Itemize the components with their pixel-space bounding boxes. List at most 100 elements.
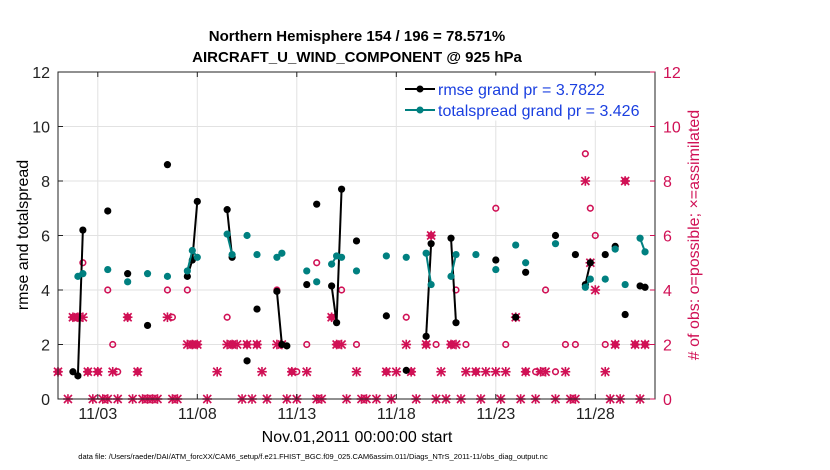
rmse-point [104,207,112,215]
rmse-point [333,319,341,327]
rmse-point [313,200,321,208]
totalspread-point [601,275,609,283]
obs-possible-marker [492,204,500,212]
obs-possible-marker [402,313,410,321]
rmse-line-segment [425,243,433,337]
obs-assimilated-marker [391,366,402,377]
rmse-point [586,259,594,267]
obs-possible-marker [432,340,440,349]
totalspread-point [551,240,560,248]
data-file-footnote: data file: /Users/raeder/DAI/ATM_forcXX/… [78,452,548,461]
rmse-point [183,272,191,280]
obs-possible-marker [561,340,570,349]
obs-possible-marker [462,340,470,349]
rmse-point [551,231,560,240]
x-axis-label: Nov.01,2011 00:00:00 start [262,429,453,446]
obs-possible-marker [79,259,87,267]
obs-assimilated-marker [491,366,501,377]
totalspread-point [79,270,87,278]
obs-assimilated-marker [560,366,571,377]
totalspread-point [163,272,172,280]
legend-totalspread-marker [416,106,424,114]
y-right-tick-label: 12 [663,65,681,82]
rmse-point [69,368,77,376]
y-right-tick-label: 0 [663,392,672,409]
rmse-point [143,321,152,330]
totalspread-line-segment [450,254,457,277]
totalspread-point [313,278,321,286]
y-left-tick-label: 4 [41,283,50,300]
rmse-point [303,280,311,289]
obs-possible-marker [313,259,321,267]
obs-assimilated-marker [640,339,650,350]
y-left-tick-label: 6 [41,229,50,246]
obs-possible-marker [541,286,550,294]
totalspread-point [143,270,152,278]
rmse-point [601,250,609,259]
rmse-point [447,234,455,242]
x-tick-label: 11/08 [178,406,217,423]
obs-assimilated-marker [540,366,551,377]
obs-assimilated-marker [212,366,222,377]
totalspread-point [641,248,649,256]
obs-assimilated-marker [610,339,620,350]
rmse-line-segment [450,238,457,323]
rmse-point [328,282,336,290]
y-left-tick-label: 10 [32,120,50,137]
rmse-point [402,366,410,374]
totalspread-point [581,283,589,291]
totalspread-point [303,267,311,275]
totalspread-point [223,230,231,238]
obs-possible-marker [303,340,311,349]
x-tick-label: 11/23 [476,406,515,423]
obs-possible-marker [581,150,589,158]
obs-possible-marker [591,231,599,240]
rmse-line-segment [330,285,338,323]
chart-subtitle: AIRCRAFT_U_WIND_COMPONENT @ 925 hPa [192,49,522,66]
totalspread-point [382,252,390,260]
totalspread-point [621,280,629,289]
totalspread-point [228,250,236,259]
obs-assimilated-marker [500,366,511,377]
totalspread-point [104,265,112,274]
obs-possible-marker [109,340,117,349]
totalspread-point [273,253,281,261]
obs-assimilated-marker [326,312,337,323]
obs-assimilated-marker [421,339,431,350]
totalspread-point [472,250,480,259]
totalspread-point [278,249,286,257]
obs-assimilated-marker [83,366,93,377]
rmse-point [571,250,580,259]
obs-assimilated-marker [580,176,591,186]
totalspread-point [183,267,191,275]
obs-assimilated-marker [93,366,103,377]
totalspread-point [328,260,336,268]
rmse-point [223,206,231,214]
obs-assimilated-marker [436,366,446,377]
rmse-point [641,283,649,291]
obs-possible-marker [601,340,609,349]
totalspread-point [492,265,500,274]
legend-totalspread-label: totalspread grand pr = 3.426 [438,103,640,120]
y-axis-right-ticks: 0 2 4 6 8 10 12 [650,65,681,409]
y-left-tick-label: 0 [41,392,50,409]
rmse-point [253,305,261,313]
obs-assimilated-marker [481,366,491,377]
obs-assimilated-marker [132,366,143,377]
obs-assimilated-marker [232,339,242,350]
totalspread-point [124,278,132,286]
rmse-point [243,357,251,365]
totalspread-line-segment [425,253,433,285]
chart-title: Northern Hemisphere 154 / 196 = 78.571% [209,28,505,45]
legend-box [399,75,649,121]
y-right-tick-label: 4 [663,283,672,300]
y-right-tick-label: 8 [663,174,672,191]
x-tick-label: 11/28 [576,406,615,423]
totalspread-point [337,253,346,261]
rmse-line-segment [584,262,592,285]
totalspread-point [452,250,460,259]
legend: rmse grand pr = 3.7822 totalspread grand… [399,75,649,121]
totalspread-point [447,272,455,280]
totalspread-point [522,259,530,267]
obs-assimilated-marker [287,366,297,377]
